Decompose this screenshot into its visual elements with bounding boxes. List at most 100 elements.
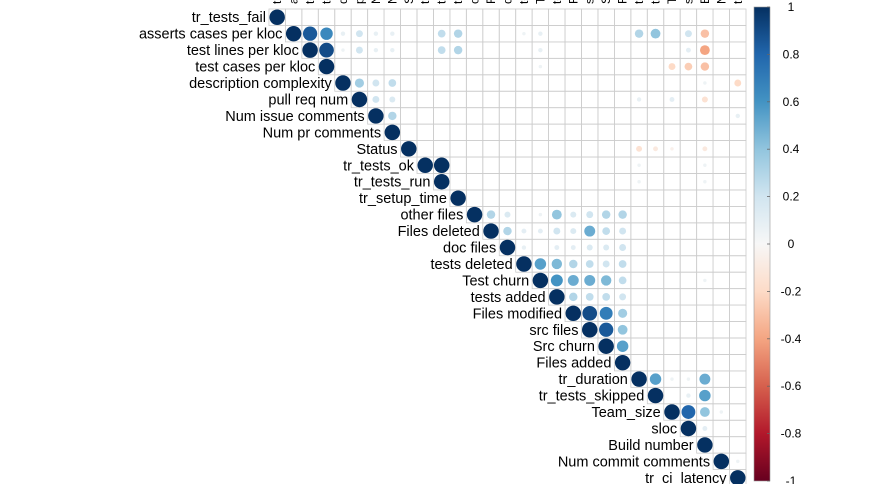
grid-cell <box>515 156 533 174</box>
grid-cell <box>679 271 698 290</box>
correlation-circle <box>670 377 674 381</box>
grid-cell <box>531 8 550 26</box>
grid-cell <box>416 8 434 26</box>
grid-cell <box>449 140 467 158</box>
grid-cell <box>498 74 517 92</box>
correlation-circle <box>401 141 417 157</box>
grid-cell <box>646 238 665 257</box>
grid-cell <box>712 337 730 355</box>
correlation-circle <box>619 244 627 251</box>
grid-cell <box>696 354 714 372</box>
row-label: Files added <box>536 356 611 372</box>
grid-cell <box>597 189 615 207</box>
grid-cell <box>646 354 665 372</box>
correlation-circle <box>570 245 576 250</box>
grid-cell <box>465 140 484 158</box>
correlation-circle <box>617 324 628 335</box>
row-label: Src churn <box>533 339 595 355</box>
column-label: description complexity <box>336 0 350 4</box>
grid-cell <box>630 189 648 207</box>
grid-cell <box>581 57 599 76</box>
grid-cell <box>581 90 599 109</box>
grid-cell <box>531 107 550 125</box>
grid-cell <box>482 90 500 109</box>
grid-cell <box>663 222 681 240</box>
grid-cell <box>663 25 681 43</box>
grid-cell <box>679 304 698 322</box>
grid-cell <box>712 386 730 405</box>
color-bar-tick-label: -0.8 <box>781 427 802 441</box>
grid-cell <box>416 57 434 76</box>
grid-cell <box>548 8 566 26</box>
column-label: tr_ci_latency <box>731 0 745 4</box>
grid-cell <box>482 123 500 142</box>
column-label: Num commit comments <box>714 0 728 4</box>
column-label: tr_tests_ok <box>418 0 432 4</box>
grid-cell <box>531 123 550 142</box>
grid-cell <box>581 140 599 158</box>
grid-cell <box>729 288 747 306</box>
correlation-circle <box>269 9 285 25</box>
grid-cell <box>597 25 615 43</box>
row-label: Files modified <box>473 306 562 322</box>
grid-cell <box>646 173 665 191</box>
grid-cell <box>646 41 665 59</box>
grid-cell <box>548 140 566 158</box>
column-label: other files <box>468 0 482 4</box>
grid-cell <box>630 107 648 125</box>
grid-cell <box>630 321 648 339</box>
grid-cell <box>712 370 730 388</box>
grid-cell <box>712 156 730 174</box>
grid-cell <box>712 222 730 240</box>
row-label: Status <box>356 142 397 158</box>
grid-cell <box>712 238 730 257</box>
column-label: sloc <box>681 0 695 4</box>
grid-cell <box>729 304 747 322</box>
grid-cell <box>482 156 500 174</box>
correlation-circle <box>302 26 318 41</box>
grid-cell <box>465 189 484 207</box>
grid-cell <box>646 321 665 339</box>
grid-cell <box>564 140 582 158</box>
correlation-circle <box>618 260 627 268</box>
correlation-circle <box>680 420 697 437</box>
grid-cell <box>482 57 500 76</box>
grid-cell <box>416 41 434 59</box>
column-label: tr_tests_fail <box>270 0 284 4</box>
grid-cell <box>679 255 698 273</box>
grid-cell <box>729 189 747 207</box>
grid-cell <box>498 123 517 142</box>
grid-cell <box>548 90 566 109</box>
grid-cell <box>614 173 632 191</box>
correlation-circle <box>521 228 527 234</box>
correlation-circle <box>584 274 596 286</box>
correlation-circle <box>582 322 598 338</box>
correlation-circle <box>649 373 662 385</box>
grid-cell <box>515 140 533 158</box>
grid-cell <box>548 57 566 76</box>
grid-cell <box>317 8 336 26</box>
grid-cell <box>597 57 615 76</box>
grid-cell <box>548 156 566 174</box>
grid-cell <box>548 173 566 191</box>
correlation-circle <box>730 470 746 484</box>
column-label: pull req num <box>352 0 366 4</box>
correlation-circle <box>602 260 610 268</box>
correlation-circle <box>368 108 384 124</box>
column-label: test cases per kloc <box>320 0 334 4</box>
correlation-circle <box>433 173 450 190</box>
grid-cell <box>400 41 418 59</box>
grid-cell <box>581 8 599 26</box>
grid-cell <box>646 189 665 207</box>
correlation-circle <box>320 27 333 40</box>
grid-cell <box>679 8 698 26</box>
grid-cell <box>334 8 352 26</box>
grid-cell <box>663 107 681 125</box>
correlation-circle <box>551 209 562 220</box>
correlation-circle <box>619 227 627 235</box>
grid-cell <box>712 321 730 339</box>
grid-cell <box>465 41 484 59</box>
grid-cell <box>696 288 714 306</box>
grid-cell <box>531 90 550 109</box>
grid-cell <box>465 173 484 191</box>
